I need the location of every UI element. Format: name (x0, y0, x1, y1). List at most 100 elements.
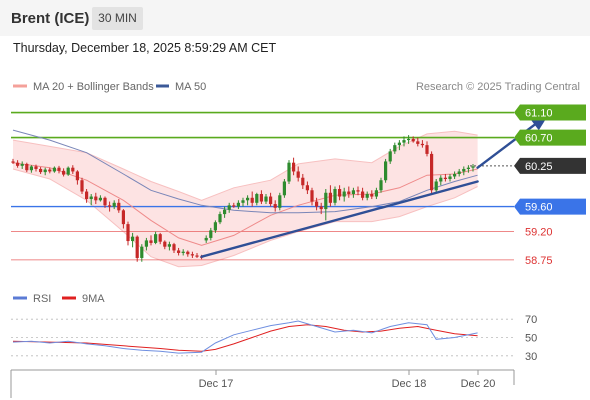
candle (66, 166, 70, 176)
candle-body (20, 163, 24, 166)
candle-body (259, 194, 263, 202)
candle-body (351, 190, 355, 195)
candle-body (246, 197, 250, 201)
candle (361, 187, 365, 201)
candle-body (39, 168, 43, 173)
candle-body (232, 205, 236, 207)
candle (457, 168, 461, 177)
candle-body (416, 141, 420, 144)
candle (71, 165, 75, 174)
candle (43, 167, 47, 176)
candle (135, 235, 139, 262)
candle-body (466, 167, 470, 169)
candle-body (397, 142, 401, 146)
candle-body (103, 197, 107, 206)
candle (379, 177, 383, 193)
candle (374, 187, 378, 200)
candle (177, 247, 181, 256)
candle (301, 173, 305, 190)
candle (29, 165, 33, 173)
candle (190, 251, 194, 258)
candle-body (158, 234, 162, 242)
candle (328, 185, 332, 207)
candle-body (402, 140, 406, 143)
candle (453, 171, 457, 179)
candle (393, 142, 397, 154)
candle-body (333, 189, 337, 203)
candle (430, 151, 434, 195)
candle (466, 165, 470, 173)
ma50-line (12, 129, 478, 214)
candle-body (195, 255, 199, 257)
candle (246, 195, 250, 206)
candle-body (457, 171, 461, 174)
candle (195, 252, 199, 258)
candle-body (356, 190, 360, 192)
instrument-title: Brent (ICE) (11, 10, 90, 27)
candle-body (190, 254, 194, 256)
candle (292, 157, 296, 176)
level-tag-61.10 (514, 104, 586, 121)
candle (305, 181, 309, 195)
candle-body (292, 162, 296, 172)
candle-body (264, 196, 268, 202)
candle-body (342, 191, 346, 197)
candle (443, 173, 447, 182)
candle (227, 202, 231, 213)
candle-body (66, 167, 70, 175)
candle-body (361, 191, 365, 198)
candle-body (319, 206, 323, 210)
candle (11, 158, 15, 164)
candle-body (94, 196, 98, 201)
candle-body (149, 240, 153, 243)
candle-body (117, 202, 121, 211)
level-label-59.20: 59.20 (525, 227, 553, 239)
candle-body (16, 162, 20, 166)
bollinger-lower-line (12, 168, 478, 268)
candle-body (236, 202, 240, 207)
candle-body (181, 251, 185, 253)
candle-body (241, 200, 245, 203)
candle (172, 242, 176, 253)
candle (181, 249, 185, 256)
candle-body (140, 246, 144, 258)
rsi-tick-70: 70 (525, 314, 537, 326)
candle-body (223, 209, 227, 215)
candle-body (25, 163, 29, 171)
candle-body (121, 210, 125, 225)
candle (351, 187, 355, 198)
candle-body (462, 168, 466, 172)
candle-body (365, 194, 369, 198)
chart-header-bar: Brent (ICE) 30 MIN (0, 0, 590, 36)
candle-body (269, 196, 273, 205)
timeframe-badge[interactable]: 30 MIN (92, 7, 143, 30)
candle (324, 189, 328, 221)
candle (241, 197, 245, 207)
candle (94, 192, 98, 205)
candle (52, 166, 56, 173)
candle (402, 136, 406, 147)
support-trendline (200, 180, 479, 258)
candle-body (186, 251, 190, 255)
chart-datetime: Thursday, December 18, 2025 8:59:29 AM C… (13, 41, 277, 55)
candle (384, 158, 388, 183)
candle-body (126, 224, 130, 242)
candle-body (177, 250, 181, 253)
candle (85, 189, 89, 203)
candle (347, 186, 351, 198)
candle (20, 161, 24, 169)
candle (434, 178, 438, 193)
candle-body (62, 170, 66, 175)
candle (62, 168, 66, 177)
candle-body (273, 204, 277, 208)
candle (269, 192, 273, 207)
candle (98, 195, 102, 202)
candle (287, 160, 291, 184)
candle (167, 241, 171, 251)
candle (333, 186, 337, 206)
level-label-61.10: 61.10 (525, 108, 553, 120)
candle (356, 186, 360, 196)
candle (204, 235, 208, 243)
candle (255, 192, 259, 206)
